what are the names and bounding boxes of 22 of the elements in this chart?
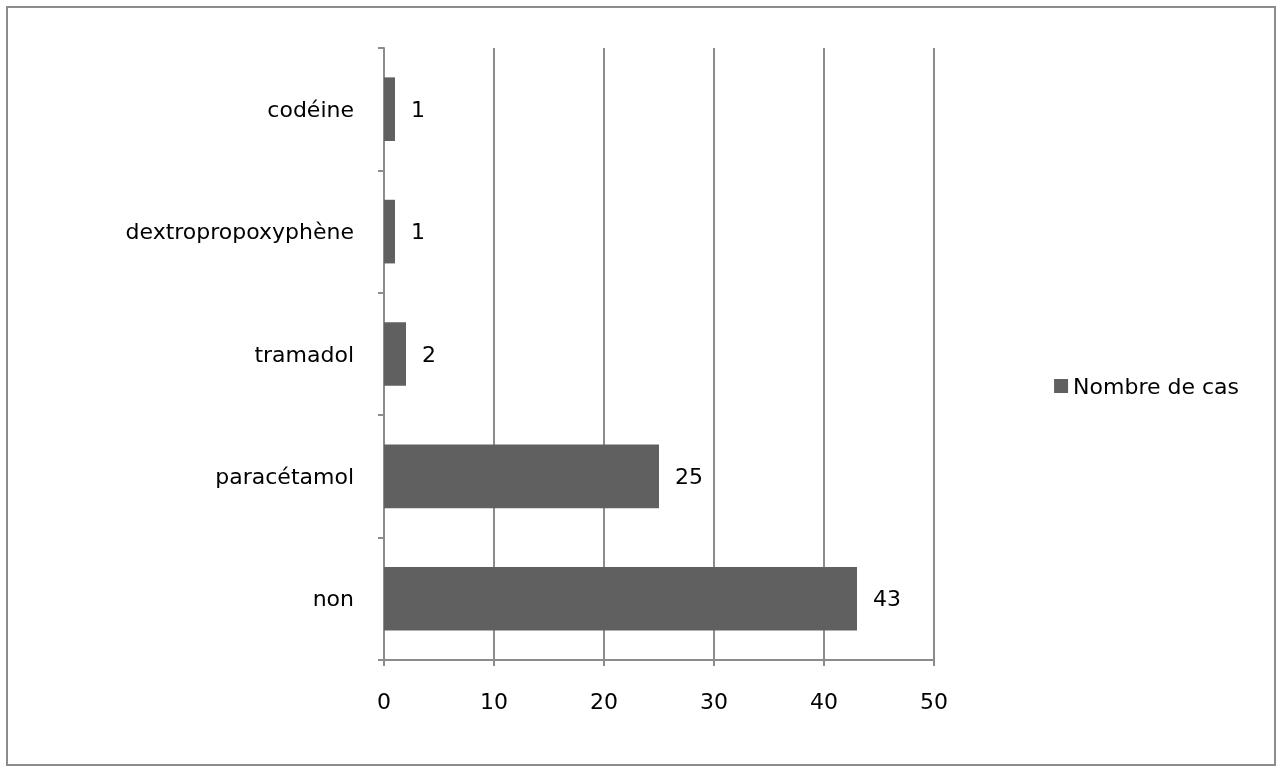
x-tick-label: 10 <box>480 688 508 714</box>
data-label: 1 <box>411 219 425 245</box>
bar <box>384 566 857 631</box>
y-tick-label: paracétamol <box>215 463 354 489</box>
x-tick-label: 40 <box>810 688 838 714</box>
bar <box>384 322 406 386</box>
x-tick-label: 0 <box>377 688 391 714</box>
legend-label: Nombre de cas <box>1073 373 1239 399</box>
x-tick-label: 20 <box>590 688 618 714</box>
y-tick-label: non <box>312 586 354 612</box>
y-tick-label: dextropropoxyphène <box>125 219 354 245</box>
x-tick-label: 30 <box>700 688 728 714</box>
y-tick-label: codéine <box>267 96 354 122</box>
data-label: 25 <box>675 463 703 489</box>
y-tick-label: tramadol <box>254 341 354 367</box>
data-label: 2 <box>422 341 436 367</box>
bar <box>384 444 659 509</box>
data-label: 43 <box>873 586 901 612</box>
bar <box>384 199 395 264</box>
data-label: 1 <box>411 96 425 122</box>
bar <box>384 77 395 142</box>
x-tick-label: 50 <box>920 688 948 714</box>
